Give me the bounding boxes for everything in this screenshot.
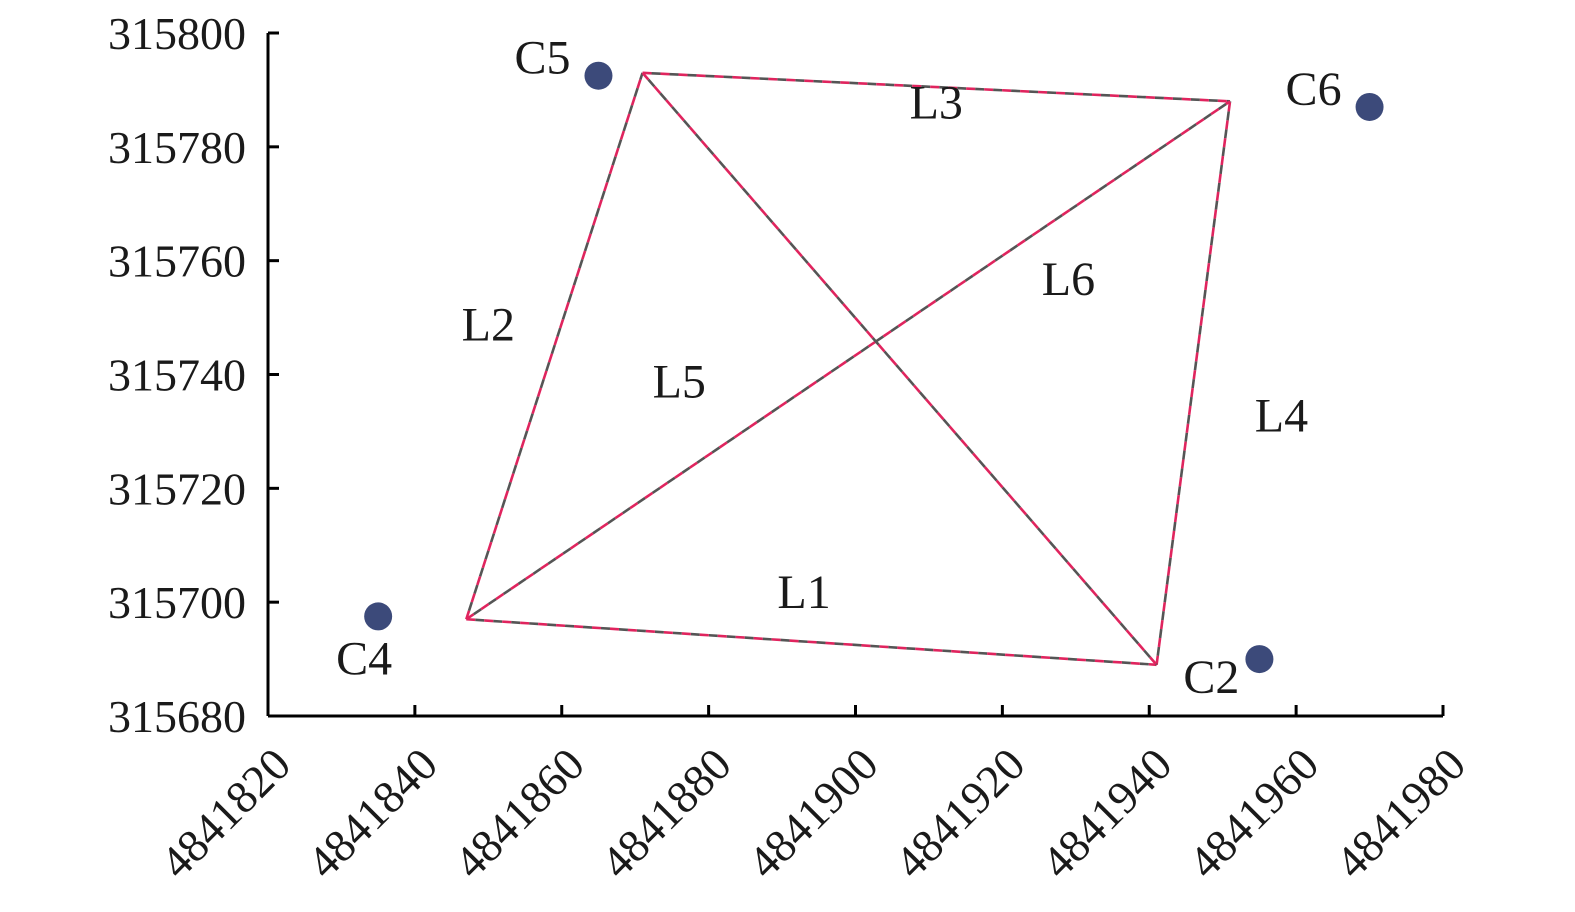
x-tick-label: 4841960 — [1178, 738, 1328, 888]
point-label-c2: C2 — [1183, 651, 1239, 704]
x-tick-label: 4841820 — [150, 738, 300, 888]
x-tick-label: 4841980 — [1325, 738, 1475, 888]
segment-line-l1 — [466, 617, 1157, 667]
segment-label-l3: L3 — [910, 76, 963, 129]
segments — [465, 71, 1232, 667]
y-tick-label: 315780 — [108, 122, 246, 173]
x-tick-label: 4841860 — [444, 738, 594, 888]
point-label-c6: C6 — [1286, 63, 1342, 116]
point-c6 — [1355, 92, 1384, 121]
segment-line-l6 — [641, 71, 1158, 666]
y-tick-label: 315740 — [108, 350, 246, 401]
segment-line-l5-shade — [465, 100, 1231, 621]
segment-line-l6-shade — [641, 71, 1158, 666]
segment-line-l2 — [465, 72, 644, 620]
segment-label-l1: L1 — [777, 566, 830, 619]
point-label-c5: C5 — [514, 32, 570, 85]
point-c2 — [1245, 645, 1274, 674]
point-label-c4: C4 — [336, 632, 392, 685]
segment-line-l4 — [1155, 101, 1232, 665]
y-tick-label: 315680 — [108, 691, 246, 742]
x-tick-label: 4841900 — [738, 738, 888, 888]
x-tick-label: 4841940 — [1032, 738, 1182, 888]
labels: L1 L2 L3 L4 L5 L6 C5 C6 C4 C2 — [336, 32, 1341, 704]
y-tick-label: 315700 — [108, 577, 246, 628]
y-tick-label: 315800 — [108, 8, 246, 59]
segment-label-l4: L4 — [1255, 389, 1308, 442]
segment-label-l2: L2 — [462, 298, 515, 351]
segment-line-l3 — [642, 71, 1231, 103]
y-tick-label: 315720 — [108, 463, 246, 514]
y-tick-label: 315760 — [108, 236, 246, 287]
x-tick-label: 4841840 — [297, 738, 447, 888]
segment-label-l6: L6 — [1042, 253, 1095, 306]
point-c5 — [584, 61, 613, 90]
x-tick-label: 4841880 — [591, 738, 741, 888]
axes: 4841820484184048418604841880484190048419… — [108, 8, 1475, 888]
x-tick-label: 4841920 — [885, 738, 1035, 888]
segment-line-l4-shade — [1155, 101, 1232, 665]
segment-label-l5: L5 — [653, 355, 706, 408]
points — [364, 61, 1384, 674]
segment-line-l2-shade — [465, 72, 644, 620]
point-c4 — [364, 602, 393, 631]
